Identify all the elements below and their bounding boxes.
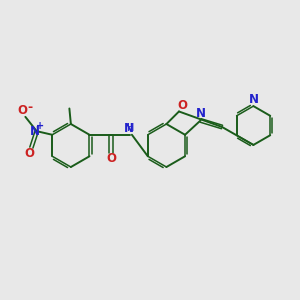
Text: N: N [30,125,40,138]
Text: +: + [36,122,44,131]
Text: O: O [106,152,116,165]
Text: N: N [124,122,134,135]
Text: O: O [17,104,27,117]
Text: N: N [196,107,206,120]
Text: O: O [177,99,187,112]
Text: -: - [27,101,32,114]
Text: N: N [248,93,258,106]
Text: H: H [127,123,135,133]
Text: O: O [25,147,35,160]
